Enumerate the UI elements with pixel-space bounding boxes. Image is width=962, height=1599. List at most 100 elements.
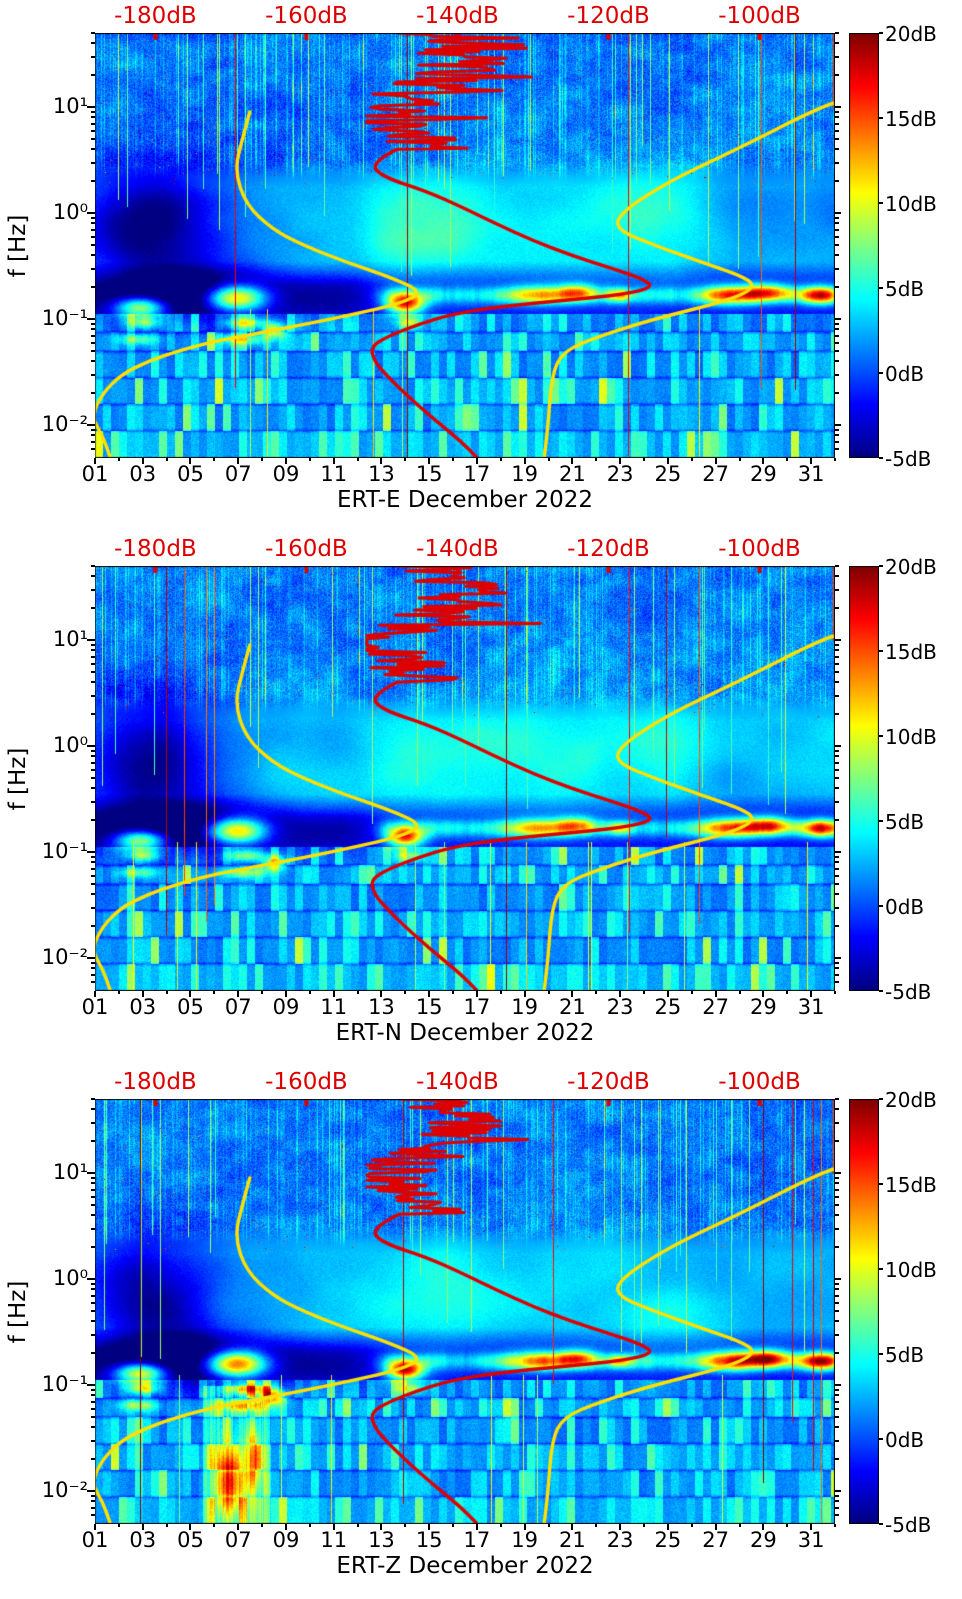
axis-tick: [835, 1513, 839, 1516]
axis-tick: [91, 1140, 95, 1143]
axis-tick: [91, 1513, 95, 1516]
axis-tick: [91, 1310, 95, 1312]
axis-tick: [91, 110, 95, 113]
axis-tick: [91, 681, 95, 684]
axis-tick: [117, 458, 120, 461]
axis-tick: [91, 55, 95, 58]
axis-tick: [91, 1400, 95, 1403]
axis-tick: [91, 1214, 95, 1217]
axis-tick: [91, 32, 95, 34]
colorbar-tick-label: 0dB: [885, 895, 925, 919]
axis-tick: [91, 1246, 95, 1249]
axis-tick: [835, 745, 841, 748]
x-tick-label: 01: [81, 995, 109, 1019]
axis-tick: [835, 671, 839, 673]
axis-tick: [91, 228, 95, 231]
top-axis-label: -180dB: [114, 3, 197, 29]
x-tick-label: 25: [654, 462, 682, 486]
x-tick-label: 03: [129, 995, 157, 1019]
x-tick-label: 21: [559, 995, 586, 1019]
axis-tick: [91, 649, 95, 652]
axis-tick: [91, 694, 95, 697]
axis-tick: [380, 991, 383, 997]
axis-tick: [835, 694, 839, 697]
axis-tick: [835, 1500, 839, 1503]
y-tick-label: 10⁻²: [41, 1478, 88, 1503]
axis-tick: [879, 202, 883, 204]
axis-tick: [87, 1384, 95, 1387]
axis-tick: [87, 1490, 95, 1493]
axis-tick: [452, 991, 455, 994]
axis-tick: [835, 341, 839, 344]
axis-tick: [91, 1188, 95, 1191]
axis-tick: [499, 991, 502, 994]
axis-tick: [87, 1172, 95, 1175]
axis-tick: [879, 1438, 883, 1440]
axis-tick: [835, 110, 839, 113]
axis-tick: [91, 138, 95, 140]
axis-tick: [835, 800, 839, 803]
axis-tick: [835, 1394, 839, 1397]
axis-tick: [835, 1278, 841, 1281]
axis-tick: [91, 341, 95, 344]
axis-tick: [834, 1524, 836, 1527]
x-tick-label: 31: [797, 1528, 825, 1552]
axis-tick: [879, 32, 883, 34]
x-tick-label: 23: [606, 995, 634, 1019]
axis-tick: [165, 1524, 168, 1527]
colorbar-tick-label: 10dB: [885, 725, 937, 749]
x-tick-label: 17: [463, 462, 491, 486]
x-tick-label: 21: [559, 462, 586, 486]
axis-tick: [835, 1121, 839, 1124]
axis-tick: [308, 458, 311, 461]
axis-tick: [475, 458, 478, 464]
axis-tick: [835, 222, 839, 225]
axis-tick: [835, 334, 839, 337]
top-axis-label: -160dB: [265, 536, 348, 562]
axis-tick: [762, 458, 765, 464]
axis-tick: [879, 905, 883, 907]
axis-tick: [835, 893, 839, 896]
axis-tick: [91, 565, 95, 567]
axis-tick: [91, 1394, 95, 1397]
axis-tick: [91, 662, 95, 665]
axis-tick: [91, 749, 95, 752]
axis-tick: [91, 861, 95, 864]
x-tick-label: 21: [559, 1528, 586, 1552]
axis-tick: [91, 588, 95, 591]
axis-tick: [189, 1524, 192, 1530]
axis-tick: [91, 267, 95, 270]
x-tick-label: 07: [224, 1528, 252, 1552]
axis-tick: [879, 1353, 883, 1355]
axis-tick: [91, 434, 95, 437]
axis-tick: [356, 991, 359, 994]
axis-tick: [91, 1439, 95, 1442]
axis-tick: [547, 1524, 550, 1527]
x-tick-label: 31: [797, 995, 825, 1019]
axis-tick: [91, 755, 95, 758]
axis-tick: [738, 458, 741, 461]
top-axis-label: -160dB: [265, 1069, 348, 1095]
axis-tick: [835, 588, 839, 591]
colorbar-tick-label: -5dB: [885, 447, 932, 471]
axis-tick: [835, 1352, 839, 1355]
axis-tick: [91, 777, 95, 779]
x-tick-label: 11: [320, 1528, 348, 1552]
axis-tick: [835, 883, 839, 885]
axis-tick: [835, 855, 839, 858]
axis-tick: [91, 1227, 95, 1230]
axis-tick: [879, 735, 883, 737]
axis-tick: [91, 322, 95, 325]
axis-tick: [91, 1176, 95, 1179]
axis-tick: [835, 565, 839, 567]
axis-tick: [91, 607, 95, 610]
axis-tick: [879, 372, 883, 374]
axis-tick: [595, 991, 598, 994]
axis-tick: [835, 267, 839, 270]
axis-tick: [835, 1506, 839, 1509]
axis-tick: [835, 1439, 839, 1442]
axis-tick: [835, 1282, 839, 1285]
axis-tick: [404, 458, 407, 461]
axis-tick: [87, 851, 95, 854]
axis-tick: [237, 1524, 240, 1530]
